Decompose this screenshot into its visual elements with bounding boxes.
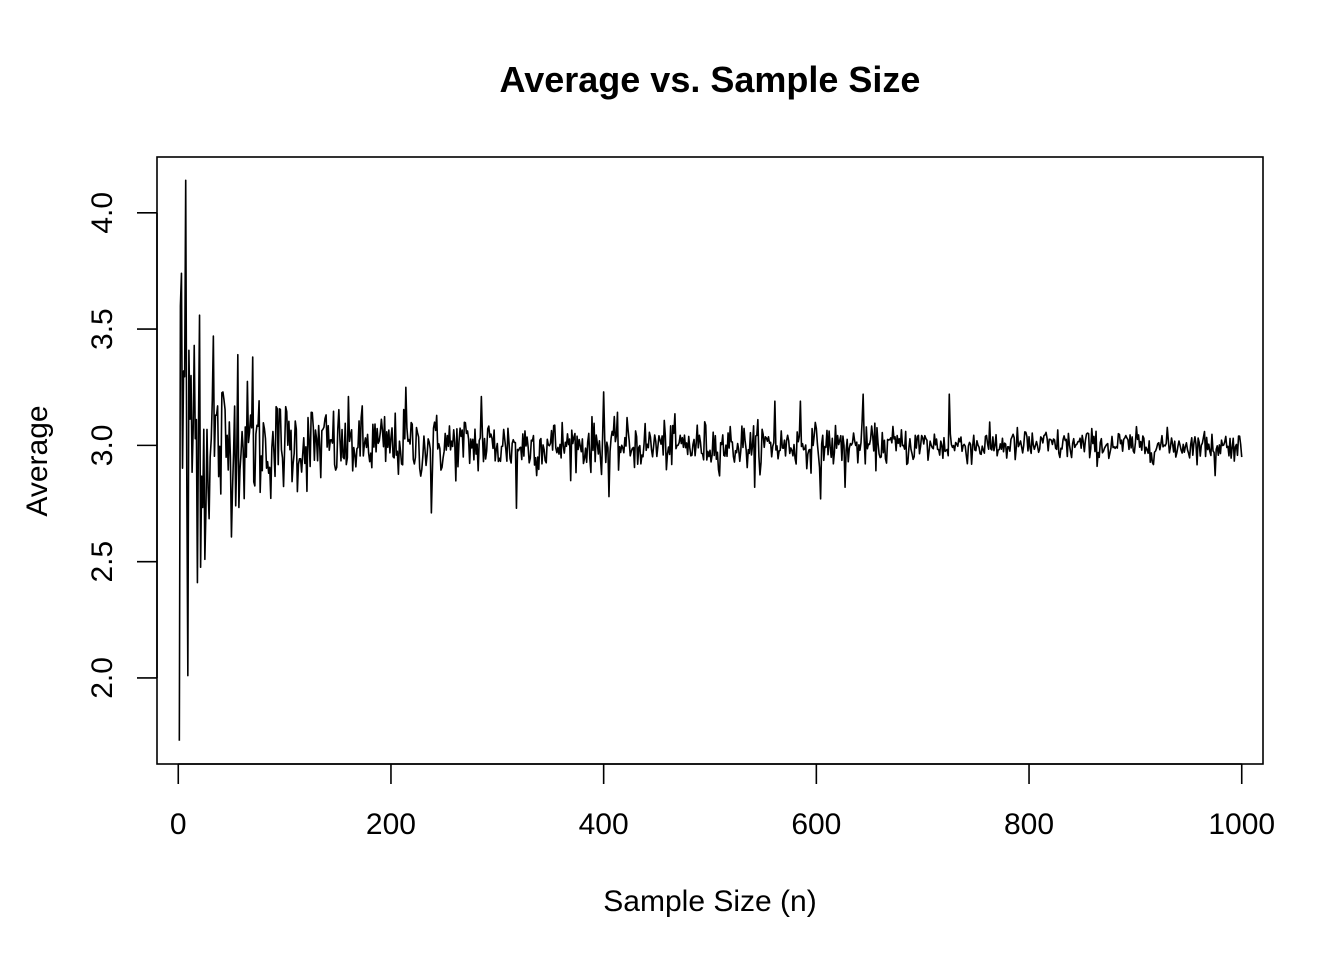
- y-tick-label: 3.5: [86, 308, 119, 350]
- x-axis-label: Sample Size (n): [603, 885, 816, 918]
- y-tick-label: 4.0: [86, 192, 119, 234]
- x-tick-label: 400: [579, 808, 629, 841]
- y-axis: 2.0 2.5 3.0 3.5 4.0: [86, 192, 158, 699]
- y-axis-label: Average: [21, 405, 54, 516]
- chart-title: Average vs. Sample Size: [500, 59, 921, 100]
- x-tick-label: 800: [1004, 808, 1054, 841]
- x-axis: 0 200 400 600 800 1000: [170, 763, 1275, 841]
- y-tick-label: 2.5: [86, 541, 119, 583]
- y-tick-label: 3.0: [86, 425, 119, 467]
- x-tick-label: 1000: [1208, 808, 1275, 841]
- y-tick-label: 2.0: [86, 657, 119, 699]
- x-tick-label: 0: [170, 808, 187, 841]
- series-line: [178, 179, 1243, 741]
- x-tick-label: 200: [366, 808, 416, 841]
- x-tick-label: 600: [791, 808, 841, 841]
